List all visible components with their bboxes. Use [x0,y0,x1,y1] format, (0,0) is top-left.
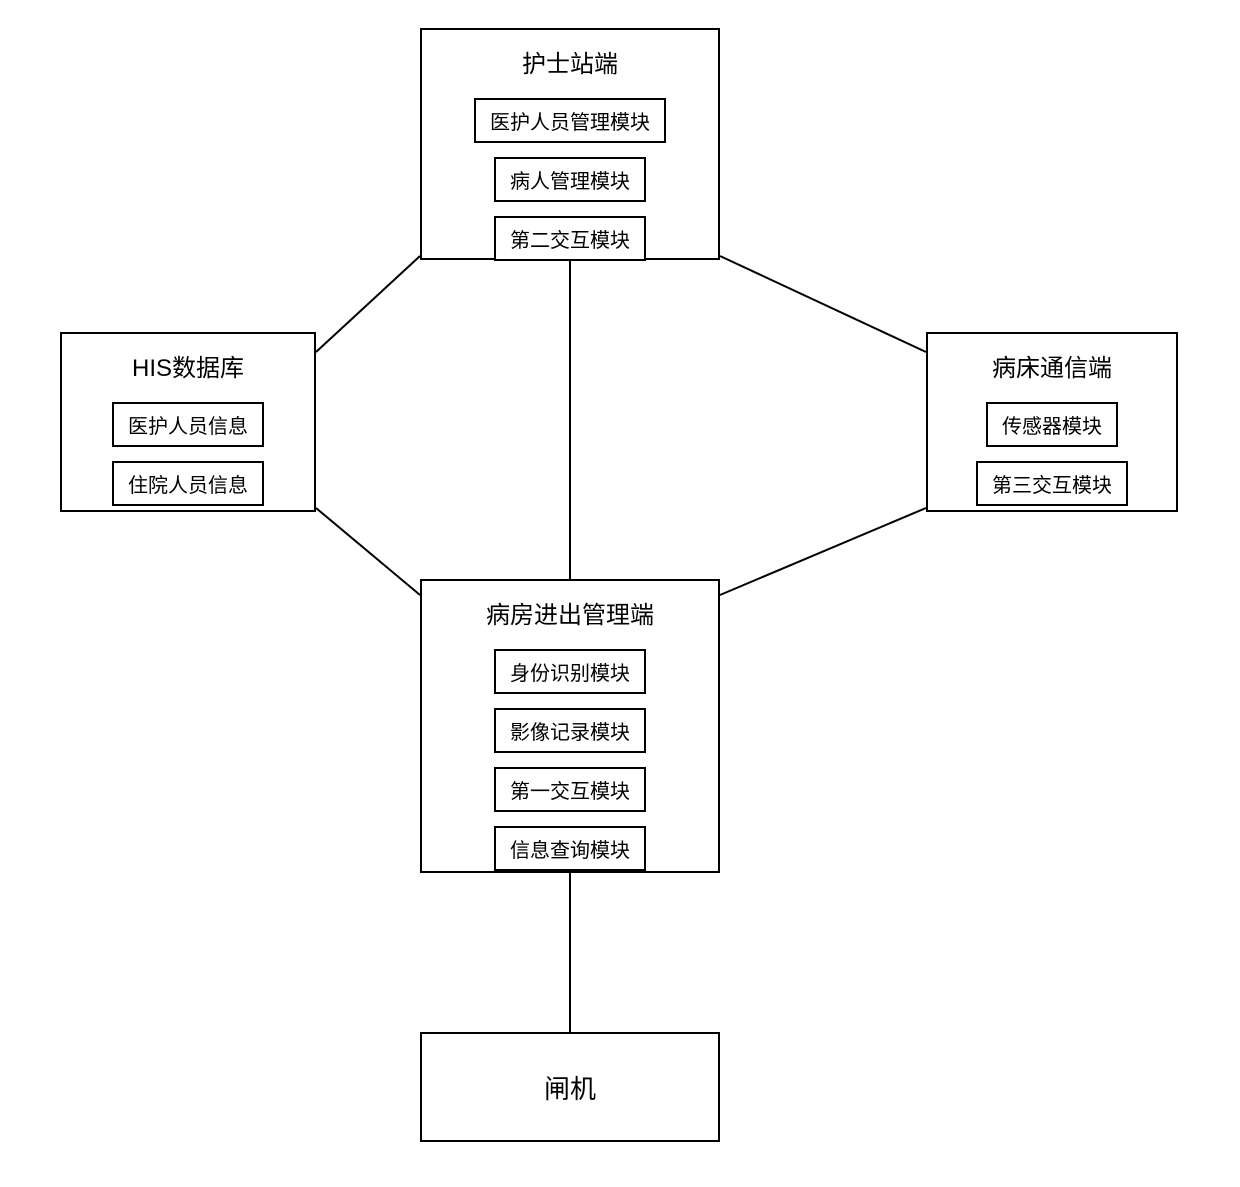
module-box: 第一交互模块 [494,767,646,812]
edge [720,256,926,352]
edge [316,256,420,352]
node-his-database: HIS数据库 医护人员信息 住院人员信息 [60,332,316,512]
module-box: 第三交互模块 [976,461,1128,506]
module-box: 传感器模块 [986,402,1118,447]
module-box: 医护人员信息 [112,402,264,447]
module-box: 影像记录模块 [494,708,646,753]
node-title: 病床通信端 [992,348,1112,383]
diagram-container: 护士站端 医护人员管理模块 病人管理模块 第二交互模块 HIS数据库 医护人员信… [0,0,1240,1187]
node-bed-comm: 病床通信端 传感器模块 第三交互模块 [926,332,1178,512]
node-title: 护士站端 [522,44,618,79]
node-title: 病房进出管理端 [486,595,654,630]
edge [316,508,420,595]
node-title: 闸机 [544,1069,596,1106]
module-box: 住院人员信息 [112,461,264,506]
module-box: 病人管理模块 [494,157,646,202]
module-box: 医护人员管理模块 [474,98,666,143]
module-box: 身份识别模块 [494,649,646,694]
module-box: 第二交互模块 [494,216,646,261]
node-gate: 闸机 [420,1032,720,1142]
node-nurse-station: 护士站端 医护人员管理模块 病人管理模块 第二交互模块 [420,28,720,260]
module-box: 信息查询模块 [494,826,646,871]
node-title: HIS数据库 [132,348,244,383]
node-ward-access: 病房进出管理端 身份识别模块 影像记录模块 第一交互模块 信息查询模块 [420,579,720,873]
edge [720,508,926,595]
